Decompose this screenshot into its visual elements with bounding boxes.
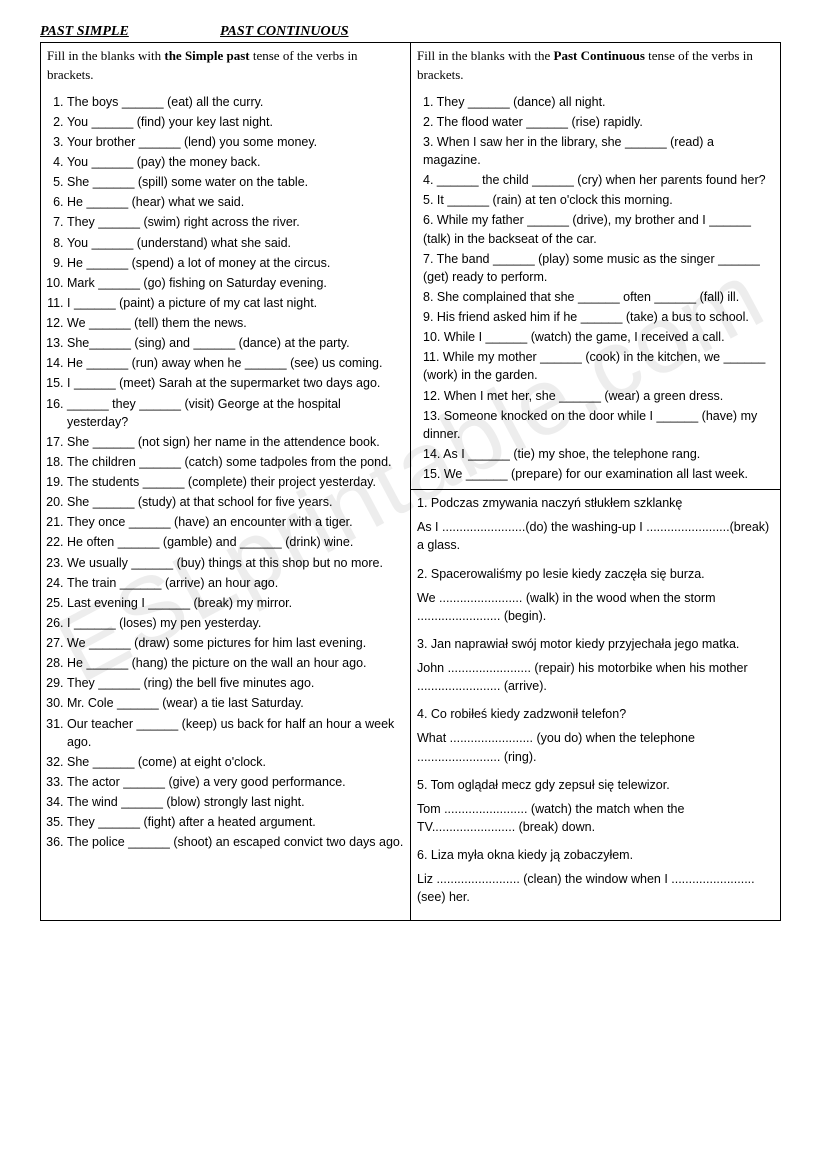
simple-past-item: ______ they ______ (visit) George at the… — [67, 395, 404, 431]
translation-prompt: 2. Spacerowaliśmy po lesie kiedy zaczęła… — [417, 565, 774, 583]
past-continuous-item: 1. They ______ (dance) all night. — [423, 93, 774, 111]
simple-past-item: She ______ (spill) some water on the tab… — [67, 173, 404, 191]
simple-past-item: She ______ (study) at that school for fi… — [67, 493, 404, 511]
header-past-continuous: PAST CONTINUOUS — [220, 24, 420, 40]
translation-item: 1. Podczas zmywania naczyń stłukłem szkl… — [417, 494, 774, 554]
past-continuous-instruction: Fill in the blanks with the Past Continu… — [417, 47, 774, 85]
simple-past-item: I ______ (loses) my pen yesterday. — [67, 614, 404, 632]
past-continuous-item: 9. His friend asked him if he ______ (ta… — [423, 308, 774, 326]
past-continuous-item: 15. We ______ (prepare) for our examinat… — [423, 465, 774, 483]
header-row: PAST SIMPLE PAST CONTINUOUS — [40, 24, 781, 40]
translation-answer: We ........................ (walk) in th… — [417, 589, 774, 625]
simple-past-item: The wind ______ (blow) strongly last nig… — [67, 793, 404, 811]
simple-past-item: I ______ (meet) Sarah at the supermarket… — [67, 374, 404, 392]
simple-past-item: You ______ (understand) what she said. — [67, 234, 404, 252]
translation-prompt: 6. Liza myła okna kiedy ją zobaczyłem. — [417, 846, 774, 864]
past-continuous-item: 5. It ______ (rain) at ten o'clock this … — [423, 191, 774, 209]
translation-answer: Tom ........................ (watch) the… — [417, 800, 774, 836]
simple-past-item: He ______ (hang) the picture on the wall… — [67, 654, 404, 672]
simple-past-item: The train ______ (arrive) an hour ago. — [67, 574, 404, 592]
simple-past-item: Mark ______ (go) fishing on Saturday eve… — [67, 274, 404, 292]
simple-past-item: We usually ______ (buy) things at this s… — [67, 554, 404, 572]
header-past-simple: PAST SIMPLE — [40, 24, 220, 40]
simple-past-item: Our teacher ______ (keep) us back for ha… — [67, 715, 404, 751]
simple-past-item: The children ______ (catch) some tadpole… — [67, 453, 404, 471]
past-continuous-list: 1. They ______ (dance) all night. 2. The … — [417, 93, 774, 484]
translation-list: 1. Podczas zmywania naczyń stłukłem szkl… — [417, 494, 774, 906]
instr-pre: Fill in the blanks with the — [417, 48, 554, 63]
simple-past-item: They once ______ (have) an encounter wit… — [67, 513, 404, 531]
simple-past-list: The boys ______ (eat) all the curry. You … — [47, 93, 404, 852]
translation-item: 3. Jan naprawiał swój motor kiedy przyje… — [417, 635, 774, 695]
simple-past-item: You ______ (find) your key last night. — [67, 113, 404, 131]
simple-past-item: They ______ (ring) the bell five minutes… — [67, 674, 404, 692]
simple-past-item: I ______ (paint) a picture of my cat las… — [67, 294, 404, 312]
past-continuous-item: 6. While my father ______ (drive), my br… — [423, 211, 774, 247]
translation-prompt: 1. Podczas zmywania naczyń stłukłem szkl… — [417, 494, 774, 512]
simple-past-item: Your brother ______ (lend) you some mone… — [67, 133, 404, 151]
main-table: Fill in the blanks with the Simple past … — [40, 42, 781, 921]
simple-past-item: The students ______ (complete) their pro… — [67, 473, 404, 491]
cell-simple-past: Fill in the blanks with the Simple past … — [41, 43, 411, 921]
instr-pre: Fill in the blanks with — [47, 48, 164, 63]
past-continuous-item: 4. ______ the child ______ (cry) when he… — [423, 171, 774, 189]
simple-past-item: Last evening I ______ (break) my mirror. — [67, 594, 404, 612]
translation-prompt: 4. Co robiłeś kiedy zadzwonił telefon? — [417, 705, 774, 723]
simple-past-item: Mr. Cole ______ (wear) a tie last Saturd… — [67, 694, 404, 712]
translation-prompt: 5. Tom oglądał mecz gdy zepsuł się telew… — [417, 776, 774, 794]
simple-past-item: He ______ (run) away when he ______ (see… — [67, 354, 404, 372]
instr-bold: Past Continuous — [554, 48, 645, 63]
simple-past-item: She______ (sing) and ______ (dance) at t… — [67, 334, 404, 352]
simple-past-item: We ______ (draw) some pictures for him l… — [67, 634, 404, 652]
cell-translation: 1. Podczas zmywania naczyń stłukłem szkl… — [411, 490, 781, 921]
simple-past-item: He ______ (spend) a lot of money at the … — [67, 254, 404, 272]
past-continuous-item: 7. The band ______ (play) some music as … — [423, 250, 774, 286]
translation-answer: Liz ........................ (clean) the… — [417, 870, 774, 906]
past-continuous-item: 10. While I ______ (watch) the game, I r… — [423, 328, 774, 346]
simple-past-item: She ______ (not sign) her name in the at… — [67, 433, 404, 451]
simple-past-item: The actor ______ (give) a very good perf… — [67, 773, 404, 791]
translation-item: 4. Co robiłeś kiedy zadzwonił telefon? Wh… — [417, 705, 774, 765]
past-continuous-item: 12. When I met her, she ______ (wear) a … — [423, 387, 774, 405]
simple-past-item: The boys ______ (eat) all the curry. — [67, 93, 404, 111]
simple-past-item: The police ______ (shoot) an escaped con… — [67, 833, 404, 851]
past-continuous-item: 8. She complained that she ______ often … — [423, 288, 774, 306]
translation-prompt: 3. Jan naprawiał swój motor kiedy przyje… — [417, 635, 774, 653]
past-continuous-item: 3. When I saw her in the library, she __… — [423, 133, 774, 169]
simple-past-item: He often ______ (gamble) and ______ (dri… — [67, 533, 404, 551]
simple-past-item: They ______ (swim) right across the rive… — [67, 213, 404, 231]
simple-past-item: She ______ (come) at eight o'clock. — [67, 753, 404, 771]
simple-past-item: You ______ (pay) the money back. — [67, 153, 404, 171]
past-continuous-item: 14. As I ______ (tie) my shoe, the telep… — [423, 445, 774, 463]
translation-answer: John ........................ (repair) h… — [417, 659, 774, 695]
past-continuous-item: 11. While my mother ______ (cook) in the… — [423, 348, 774, 384]
translation-item: 6. Liza myła okna kiedy ją zobaczyłem. Li… — [417, 846, 774, 906]
simple-past-item: He ______ (hear) what we said. — [67, 193, 404, 211]
translation-item: 5. Tom oglądał mecz gdy zepsuł się telew… — [417, 776, 774, 836]
translation-answer: As I ........................(do) the wa… — [417, 518, 774, 554]
past-continuous-item: 2. The flood water ______ (rise) rapidly… — [423, 113, 774, 131]
translation-item: 2. Spacerowaliśmy po lesie kiedy zaczęła… — [417, 565, 774, 625]
cell-past-continuous: Fill in the blanks with the Past Continu… — [411, 43, 781, 490]
instr-bold: the Simple past — [164, 48, 249, 63]
past-continuous-item: 13. Someone knocked on the door while I … — [423, 407, 774, 443]
simple-past-instruction: Fill in the blanks with the Simple past … — [47, 47, 404, 85]
simple-past-item: We ______ (tell) them the news. — [67, 314, 404, 332]
simple-past-item: They ______ (fight) after a heated argum… — [67, 813, 404, 831]
translation-answer: What ........................ (you do) w… — [417, 729, 774, 765]
worksheet-page: ESLprintable.com PAST SIMPLE PAST CONTIN… — [0, 0, 821, 945]
